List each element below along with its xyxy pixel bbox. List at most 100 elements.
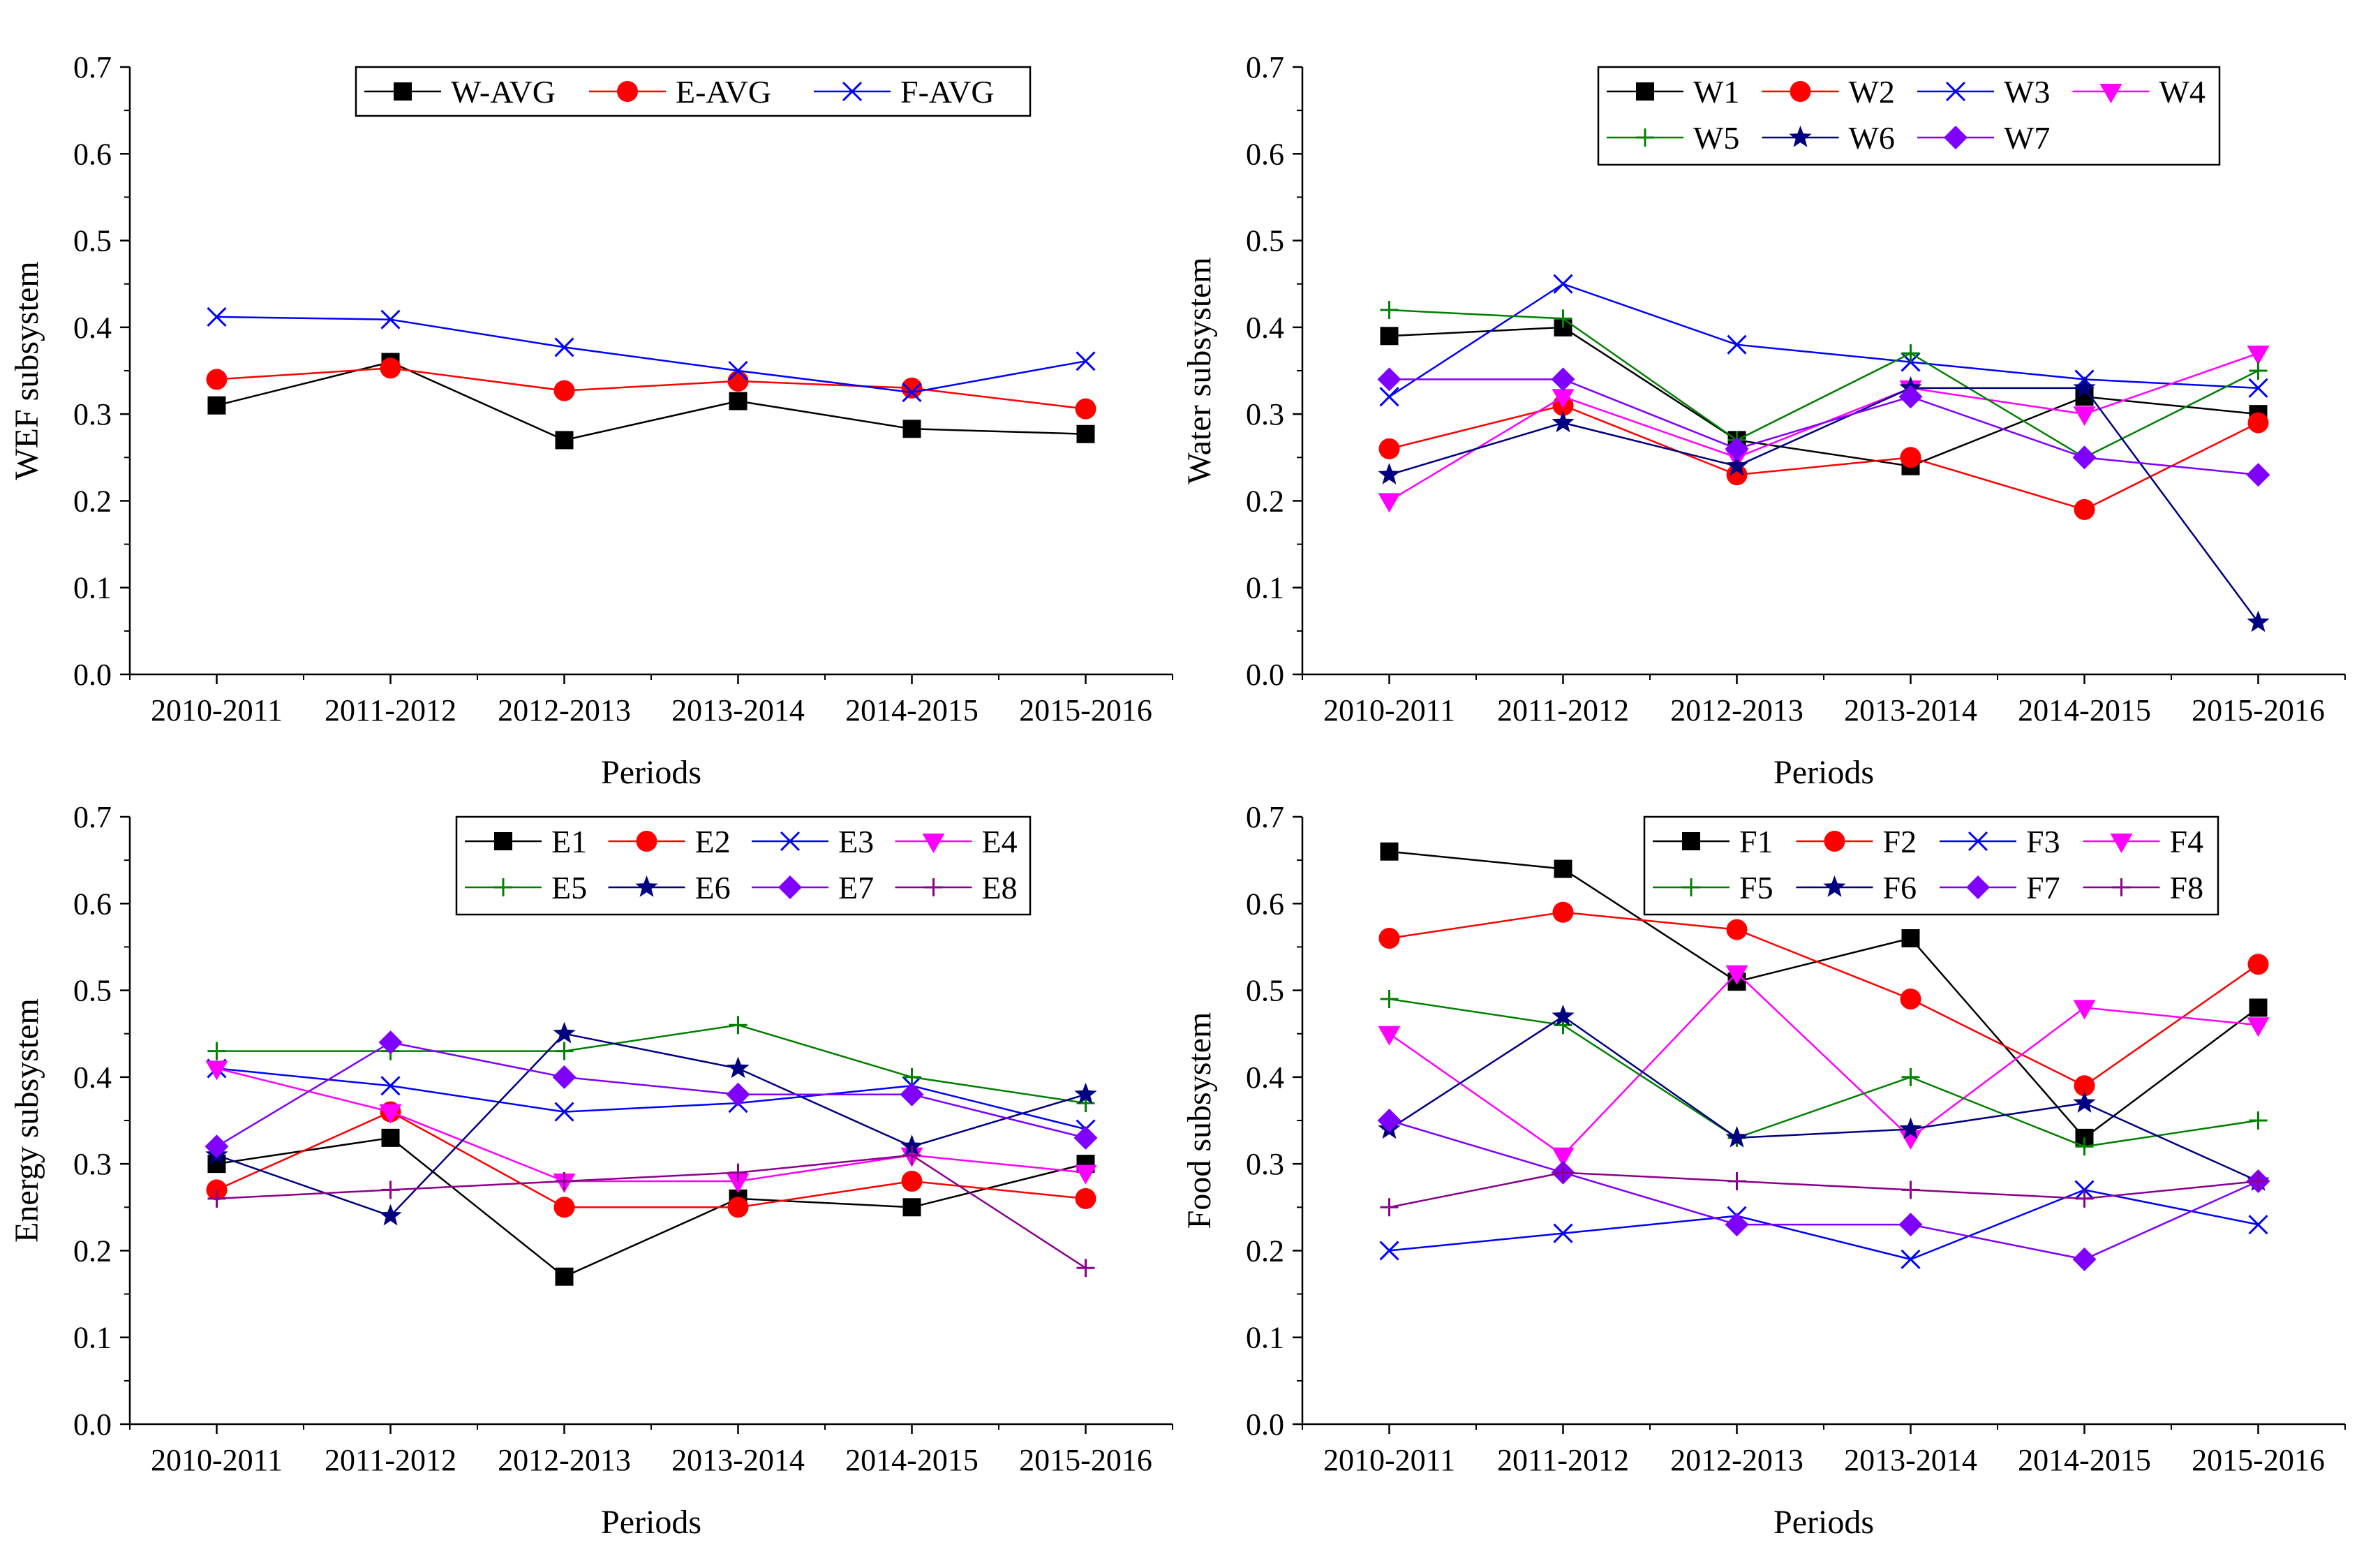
data-point bbox=[2072, 1247, 2097, 1271]
legend-entry: W6 bbox=[1762, 120, 1895, 156]
data-point bbox=[2074, 1075, 2095, 1097]
legend-marker bbox=[1945, 81, 1966, 102]
data-point bbox=[2249, 1172, 2268, 1190]
legend-marker bbox=[1823, 875, 1846, 897]
legend-entry: W3 bbox=[1917, 74, 2050, 110]
data-point bbox=[2073, 406, 2096, 427]
y-axis-title: Water subsystem bbox=[1181, 257, 1218, 484]
data-point bbox=[1898, 385, 1923, 409]
legend-entry: W7 bbox=[1917, 120, 2050, 156]
series-line bbox=[216, 1067, 1086, 1183]
legend-frame bbox=[1643, 815, 2219, 916]
data-point bbox=[1075, 398, 1096, 420]
x-tick-label: 2012-2013 bbox=[498, 693, 631, 727]
y-tick-label: 0.4 bbox=[1246, 1060, 1284, 1095]
series-line bbox=[1389, 911, 2259, 1087]
x-tick-label: 2010-2011 bbox=[151, 693, 283, 727]
legend-entry: F8 bbox=[2083, 870, 2204, 905]
data-point bbox=[204, 1134, 229, 1159]
series-F5 bbox=[1380, 990, 2268, 1156]
y-tick-label: 0.0 bbox=[1246, 658, 1284, 692]
data-point bbox=[2249, 1111, 2268, 1130]
y-tick-label: 0.7 bbox=[73, 800, 112, 834]
data-point bbox=[554, 337, 574, 357]
x-tick-label: 2010-2011 bbox=[1323, 693, 1455, 727]
x-tick-label: 2013-2014 bbox=[671, 693, 805, 727]
y-tick-label: 0.6 bbox=[73, 137, 112, 171]
y-tick-label: 0.5 bbox=[73, 224, 112, 258]
data-point bbox=[1900, 989, 1921, 1009]
series-W2 bbox=[1378, 394, 2269, 520]
series-E7 bbox=[204, 1030, 1098, 1159]
y-tick-label: 0.6 bbox=[1246, 887, 1284, 921]
data-point bbox=[1552, 1004, 1575, 1026]
series-F8 bbox=[1380, 1163, 2268, 1217]
series-line bbox=[216, 1154, 1087, 1269]
legend-label: W4 bbox=[2159, 74, 2206, 110]
legend-label: E3 bbox=[838, 824, 874, 859]
data-point bbox=[1377, 367, 1401, 392]
legend-entry: F5 bbox=[1653, 870, 1773, 905]
series-line bbox=[216, 1137, 1086, 1278]
legend-entry: F6 bbox=[1796, 870, 1917, 905]
legend-marker bbox=[780, 831, 801, 852]
legend: W1 W2 W3 W4 W5 W6 W7 bbox=[1597, 66, 2221, 166]
data-point bbox=[1725, 436, 1749, 461]
legend-marker bbox=[1968, 831, 1988, 852]
data-point bbox=[380, 309, 401, 330]
legend-frame bbox=[455, 815, 1032, 916]
data-point bbox=[1076, 351, 1096, 371]
legend: F1 F2 F3 F4 F5 F6 F7 F8 bbox=[1643, 815, 2219, 916]
data-point bbox=[553, 1021, 576, 1044]
series-line bbox=[1388, 1015, 2259, 1183]
legend-marker bbox=[1944, 126, 1968, 149]
series-line bbox=[216, 367, 1086, 410]
data-point bbox=[554, 1102, 574, 1122]
legend-label: E2 bbox=[695, 824, 731, 859]
series-line bbox=[1389, 1119, 2259, 1261]
data-point bbox=[1380, 301, 1399, 319]
chart-food: 0.0 0.1 0.2 0.3 0.4 0.5 0.6 0.7 2010-2011 2011-20… bbox=[1181, 800, 2346, 1541]
data-point bbox=[1553, 274, 1573, 294]
y-tick-label: 0.4 bbox=[1246, 311, 1284, 345]
data-point bbox=[901, 1171, 923, 1192]
data-point bbox=[1901, 1067, 1920, 1086]
x-tick-label: 2012-2013 bbox=[498, 1443, 631, 1477]
data-point bbox=[2075, 1137, 2094, 1156]
y-tick-label: 0.2 bbox=[73, 1234, 112, 1268]
data-point bbox=[1901, 929, 1920, 947]
y-tick-label: 0.3 bbox=[73, 397, 112, 431]
data-point bbox=[2248, 1215, 2268, 1235]
legend-label: F6 bbox=[1883, 870, 1917, 905]
chart-water: 0.0 0.1 0.2 0.3 0.4 0.5 0.6 0.7 2010-2011 2011-20… bbox=[1181, 50, 2346, 791]
data-point bbox=[2247, 954, 2269, 975]
series-line bbox=[1388, 283, 2259, 398]
data-point bbox=[902, 1146, 921, 1164]
data-point bbox=[1725, 454, 1748, 476]
data-point bbox=[1726, 919, 1748, 940]
data-point bbox=[553, 1197, 575, 1218]
legend-marker bbox=[2110, 834, 2133, 853]
data-point bbox=[1901, 344, 1920, 363]
data-point bbox=[1378, 438, 1400, 459]
legend-entry: F2 bbox=[1796, 824, 1917, 859]
legend-marker bbox=[494, 832, 512, 850]
data-point bbox=[1073, 1125, 1098, 1150]
legend-label: W1 bbox=[1693, 74, 1739, 110]
x-tick-label: 2010-2011 bbox=[1323, 1443, 1455, 1477]
legend-label: F8 bbox=[2170, 870, 2204, 905]
data-point bbox=[1075, 1188, 1096, 1209]
series-E8 bbox=[207, 1146, 1095, 1278]
data-point bbox=[727, 1056, 750, 1079]
x-tick-label: 2013-2014 bbox=[1844, 1443, 1977, 1477]
y-tick-label: 0.5 bbox=[1246, 974, 1284, 1008]
legend-entry: E4 bbox=[895, 824, 1018, 859]
y-axis-title: Energy subsystem bbox=[8, 998, 45, 1243]
data-point bbox=[381, 1181, 400, 1199]
series-F-AVG bbox=[207, 306, 1096, 403]
y-tick-label: 0.0 bbox=[1246, 1407, 1284, 1442]
data-point bbox=[1901, 1249, 1921, 1269]
legend-frame bbox=[1597, 66, 2221, 166]
data-point bbox=[2247, 1017, 2270, 1037]
